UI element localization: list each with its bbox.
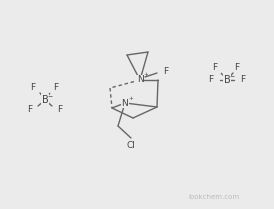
Text: N: N [137,75,143,84]
Text: −: − [47,93,53,98]
Text: +: + [144,73,149,78]
Text: N: N [122,98,129,107]
Text: F: F [163,68,169,76]
Text: F: F [53,83,59,92]
Text: F: F [30,83,36,92]
Text: +: + [129,96,133,101]
Text: F: F [209,75,213,84]
Text: F: F [58,106,62,115]
Text: B: B [224,75,230,85]
Text: Cl: Cl [127,140,135,149]
Text: F: F [241,75,246,84]
Text: lookchem.com: lookchem.com [189,194,239,200]
Text: B: B [42,95,48,105]
Text: −: − [229,74,235,79]
Text: F: F [27,106,33,115]
Text: F: F [212,62,218,71]
Text: F: F [235,62,239,71]
